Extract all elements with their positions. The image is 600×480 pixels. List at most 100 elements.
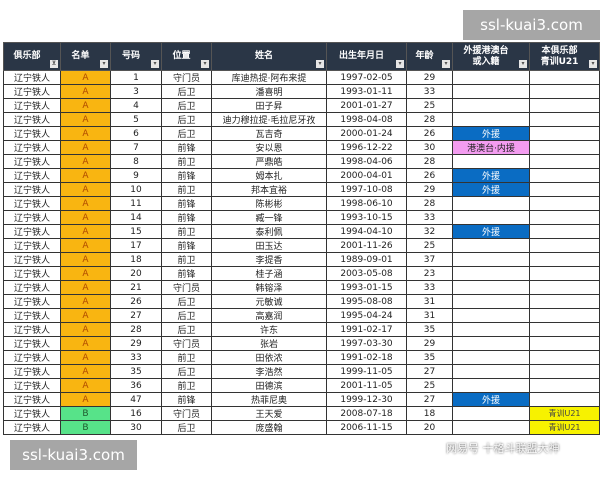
cell-position[interactable]: 前卫	[161, 378, 212, 393]
cell-number[interactable]: 1	[110, 70, 162, 85]
cell-list[interactable]: A	[60, 350, 111, 365]
cell-academy-u21[interactable]	[529, 294, 600, 309]
cell-foreign-status[interactable]	[452, 84, 530, 99]
cell-club[interactable]: 辽宁铁人	[3, 322, 61, 337]
cell-foreign-status[interactable]: 外援	[452, 168, 530, 183]
cell-birthdate[interactable]: 1995-08-08	[326, 294, 407, 309]
cell-list[interactable]: A	[60, 266, 111, 281]
cell-position[interactable]: 前卫	[161, 350, 212, 365]
cell-name[interactable]: 热菲尼奥	[211, 392, 327, 407]
cell-club[interactable]: 辽宁铁人	[3, 196, 61, 211]
cell-name[interactable]: 瓦吉奇	[211, 126, 327, 141]
cell-birthdate[interactable]: 1996-12-22	[326, 140, 407, 155]
cell-name[interactable]: 张岩	[211, 336, 327, 351]
cell-name[interactable]: 高嘉润	[211, 308, 327, 323]
cell-foreign-status[interactable]	[452, 238, 530, 253]
cell-name[interactable]: 邦本宜裕	[211, 182, 327, 197]
cell-club[interactable]: 辽宁铁人	[3, 294, 61, 309]
cell-number[interactable]: 3	[110, 84, 162, 99]
cell-club[interactable]: 辽宁铁人	[3, 252, 61, 267]
cell-academy-u21[interactable]: 青训U21	[529, 406, 600, 421]
cell-foreign-status[interactable]	[452, 252, 530, 267]
cell-position[interactable]: 后卫	[161, 364, 212, 379]
filter-icon[interactable]: ⊻	[50, 60, 58, 68]
cell-academy-u21[interactable]	[529, 238, 600, 253]
cell-birthdate[interactable]: 1999-11-05	[326, 364, 407, 379]
cell-birthdate[interactable]: 1993-10-15	[326, 210, 407, 225]
cell-academy-u21[interactable]	[529, 378, 600, 393]
cell-list[interactable]: A	[60, 98, 111, 113]
cell-club[interactable]: 辽宁铁人	[3, 364, 61, 379]
cell-position[interactable]: 前卫	[161, 252, 212, 267]
cell-number[interactable]: 15	[110, 224, 162, 239]
cell-foreign-status[interactable]: 外援	[452, 126, 530, 141]
cell-age[interactable]: 31	[406, 294, 453, 309]
cell-list[interactable]: A	[60, 308, 111, 323]
cell-foreign-status[interactable]	[452, 112, 530, 127]
cell-birthdate[interactable]: 1993-01-15	[326, 280, 407, 295]
cell-name[interactable]: 安以恩	[211, 140, 327, 155]
cell-birthdate[interactable]: 1991-02-18	[326, 350, 407, 365]
cell-name[interactable]: 元敏诚	[211, 294, 327, 309]
cell-academy-u21[interactable]	[529, 350, 600, 365]
cell-club[interactable]: 辽宁铁人	[3, 168, 61, 183]
cell-list[interactable]: A	[60, 210, 111, 225]
cell-club[interactable]: 辽宁铁人	[3, 126, 61, 141]
cell-position[interactable]: 前锋	[161, 392, 212, 407]
cell-name[interactable]: 严鼎皓	[211, 154, 327, 169]
cell-birthdate[interactable]: 1999-12-30	[326, 392, 407, 407]
cell-list[interactable]: A	[60, 280, 111, 295]
cell-number[interactable]: 4	[110, 98, 162, 113]
cell-age[interactable]: 20	[406, 420, 453, 435]
cell-list[interactable]: A	[60, 238, 111, 253]
cell-name[interactable]: 王天爱	[211, 406, 327, 421]
cell-list[interactable]: A	[60, 154, 111, 169]
cell-number[interactable]: 35	[110, 364, 162, 379]
cell-number[interactable]: 21	[110, 280, 162, 295]
cell-academy-u21[interactable]	[529, 322, 600, 337]
cell-club[interactable]: 辽宁铁人	[3, 140, 61, 155]
cell-name[interactable]: 陈彬彬	[211, 196, 327, 211]
cell-number[interactable]: 29	[110, 336, 162, 351]
cell-name[interactable]: 李浩然	[211, 364, 327, 379]
cell-academy-u21[interactable]	[529, 336, 600, 351]
cell-club[interactable]: 辽宁铁人	[3, 420, 61, 435]
cell-age[interactable]: 35	[406, 350, 453, 365]
dropdown-icon[interactable]: ▾	[151, 60, 159, 68]
cell-age[interactable]: 27	[406, 364, 453, 379]
cell-number[interactable]: 18	[110, 252, 162, 267]
cell-position[interactable]: 前锋	[161, 210, 212, 225]
cell-name[interactable]: 姆本扎	[211, 168, 327, 183]
cell-birthdate[interactable]: 1998-04-08	[326, 112, 407, 127]
cell-list[interactable]: A	[60, 392, 111, 407]
cell-position[interactable]: 前锋	[161, 266, 212, 281]
cell-birthdate[interactable]: 1997-02-05	[326, 70, 407, 85]
cell-list[interactable]: A	[60, 168, 111, 183]
cell-name[interactable]: 迪力穆拉提·毛拉尼牙孜	[211, 112, 327, 127]
cell-list[interactable]: A	[60, 364, 111, 379]
cell-age[interactable]: 35	[406, 322, 453, 337]
cell-position[interactable]: 后卫	[161, 126, 212, 141]
dropdown-icon[interactable]: ▾	[201, 60, 209, 68]
cell-foreign-status[interactable]	[452, 406, 530, 421]
cell-club[interactable]: 辽宁铁人	[3, 98, 61, 113]
cell-academy-u21[interactable]	[529, 70, 600, 85]
cell-list[interactable]: A	[60, 112, 111, 127]
dropdown-icon[interactable]: ▾	[519, 60, 527, 68]
cell-foreign-status[interactable]	[452, 70, 530, 85]
cell-age[interactable]: 37	[406, 252, 453, 267]
cell-list[interactable]: A	[60, 70, 111, 85]
cell-number[interactable]: 5	[110, 112, 162, 127]
cell-name[interactable]: 田子昇	[211, 98, 327, 113]
cell-age[interactable]: 23	[406, 266, 453, 281]
cell-list[interactable]: B	[60, 406, 111, 421]
dropdown-icon[interactable]: ▾	[442, 60, 450, 68]
cell-number[interactable]: 33	[110, 350, 162, 365]
cell-age[interactable]: 25	[406, 238, 453, 253]
cell-birthdate[interactable]: 2001-01-27	[326, 98, 407, 113]
cell-name[interactable]: 泰利佩	[211, 224, 327, 239]
cell-number[interactable]: 11	[110, 196, 162, 211]
dropdown-icon[interactable]: ▾	[396, 60, 404, 68]
cell-position[interactable]: 前卫	[161, 182, 212, 197]
cell-foreign-status[interactable]	[452, 420, 530, 435]
